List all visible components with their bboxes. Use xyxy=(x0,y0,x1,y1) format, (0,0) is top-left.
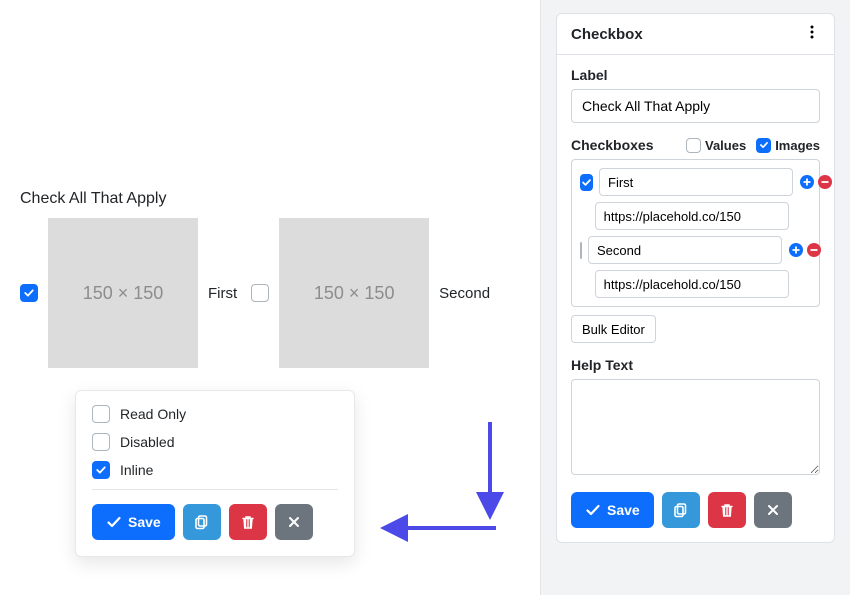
preview-item-label: Second xyxy=(439,285,490,302)
save-button[interactable]: Save xyxy=(571,492,654,528)
kebab-menu[interactable] xyxy=(804,24,820,44)
minus-circle-icon xyxy=(806,242,822,258)
preview-checkbox-first[interactable] xyxy=(20,284,38,302)
checkboxes-section-label: Checkboxes xyxy=(571,137,653,153)
close-icon xyxy=(765,502,781,518)
remove-item-button[interactable] xyxy=(817,174,833,190)
close-icon xyxy=(286,514,302,530)
add-item-button[interactable] xyxy=(788,242,804,258)
checkbox-inline[interactable] xyxy=(92,461,110,479)
item-default-checkbox[interactable] xyxy=(580,242,582,259)
arrow-down xyxy=(480,418,500,517)
editor-item-url-row xyxy=(580,270,811,298)
label-input[interactable] xyxy=(571,89,820,123)
help-text-section-title: Help Text xyxy=(571,357,820,373)
checkbox-read-only[interactable] xyxy=(92,405,110,423)
item-url-input[interactable] xyxy=(595,270,789,298)
checkboxes-section-title: Checkboxes Values Images xyxy=(571,137,820,153)
preview-title: Check All That Apply xyxy=(20,190,490,208)
config-header-title: Checkbox xyxy=(571,26,643,43)
kebab-icon xyxy=(804,24,820,40)
close-button[interactable] xyxy=(754,492,792,528)
options-popover: Read Only Disabled Inline Save xyxy=(75,390,355,557)
placeholder-image: 150 × 150 xyxy=(48,218,198,368)
section-toggles: Values Images xyxy=(686,138,820,153)
item-label-input[interactable] xyxy=(599,168,793,196)
checkbox-values[interactable] xyxy=(686,138,701,153)
bulk-editor-button[interactable]: Bulk Editor xyxy=(571,315,656,343)
copy-button[interactable] xyxy=(662,492,700,528)
item-url-input[interactable] xyxy=(595,202,789,230)
config-button-row: Save xyxy=(571,492,820,528)
option-disabled[interactable]: Disabled xyxy=(92,433,338,451)
option-read-only[interactable]: Read Only xyxy=(92,405,338,423)
item-default-checkbox[interactable] xyxy=(580,174,593,191)
checkbox-items-editor xyxy=(571,159,820,307)
images-toggle[interactable]: Images xyxy=(756,138,820,153)
config-card-header: Checkbox xyxy=(557,14,834,55)
close-button[interactable] xyxy=(275,504,313,540)
checkbox-images[interactable] xyxy=(756,138,771,153)
editor-item-row xyxy=(580,236,811,264)
config-card-body: Label Checkboxes Values Images xyxy=(557,55,834,542)
delete-button[interactable] xyxy=(708,492,746,528)
values-toggle[interactable]: Values xyxy=(686,138,746,153)
editor-item-row xyxy=(580,168,811,196)
config-card: Checkbox Label Checkboxes Values xyxy=(556,13,835,543)
check-icon xyxy=(106,514,122,530)
label-section-title: Label xyxy=(571,67,820,83)
item-label-input[interactable] xyxy=(588,236,782,264)
trash-icon xyxy=(240,514,256,530)
options-button-row: Save xyxy=(92,504,338,540)
divider xyxy=(92,489,338,490)
preview-item-label: First xyxy=(208,285,237,302)
preview-checkbox-second[interactable] xyxy=(251,284,269,302)
values-toggle-label: Values xyxy=(705,138,746,153)
delete-button[interactable] xyxy=(229,504,267,540)
copy-icon xyxy=(194,514,210,530)
option-label: Inline xyxy=(120,462,153,478)
images-toggle-label: Images xyxy=(775,138,820,153)
checkbox-disabled[interactable] xyxy=(92,433,110,451)
preview-item: 150 × 150 First xyxy=(20,218,237,368)
checkbox-preview: Check All That Apply 150 × 150 First 150… xyxy=(20,190,490,368)
copy-icon xyxy=(673,502,689,518)
save-button-label: Save xyxy=(128,514,161,530)
plus-circle-icon xyxy=(799,174,815,190)
save-button-label: Save xyxy=(607,502,640,518)
option-label: Read Only xyxy=(120,406,186,422)
option-inline[interactable]: Inline xyxy=(92,461,338,479)
save-button[interactable]: Save xyxy=(92,504,175,540)
preview-items-row: 150 × 150 First 150 × 150 Second xyxy=(20,218,490,368)
check-icon xyxy=(585,502,601,518)
plus-circle-icon xyxy=(788,242,804,258)
placeholder-image: 150 × 150 xyxy=(279,218,429,368)
help-text-textarea[interactable] xyxy=(571,379,820,475)
add-item-button[interactable] xyxy=(799,174,815,190)
preview-item: 150 × 150 Second xyxy=(251,218,490,368)
config-sidebar: Checkbox Label Checkboxes Values xyxy=(540,0,850,595)
remove-item-button[interactable] xyxy=(806,242,822,258)
minus-circle-icon xyxy=(817,174,833,190)
editor-item-url-row xyxy=(580,202,811,230)
trash-icon xyxy=(719,502,735,518)
option-label: Disabled xyxy=(120,434,174,450)
arrow-left xyxy=(384,518,504,541)
copy-button[interactable] xyxy=(183,504,221,540)
